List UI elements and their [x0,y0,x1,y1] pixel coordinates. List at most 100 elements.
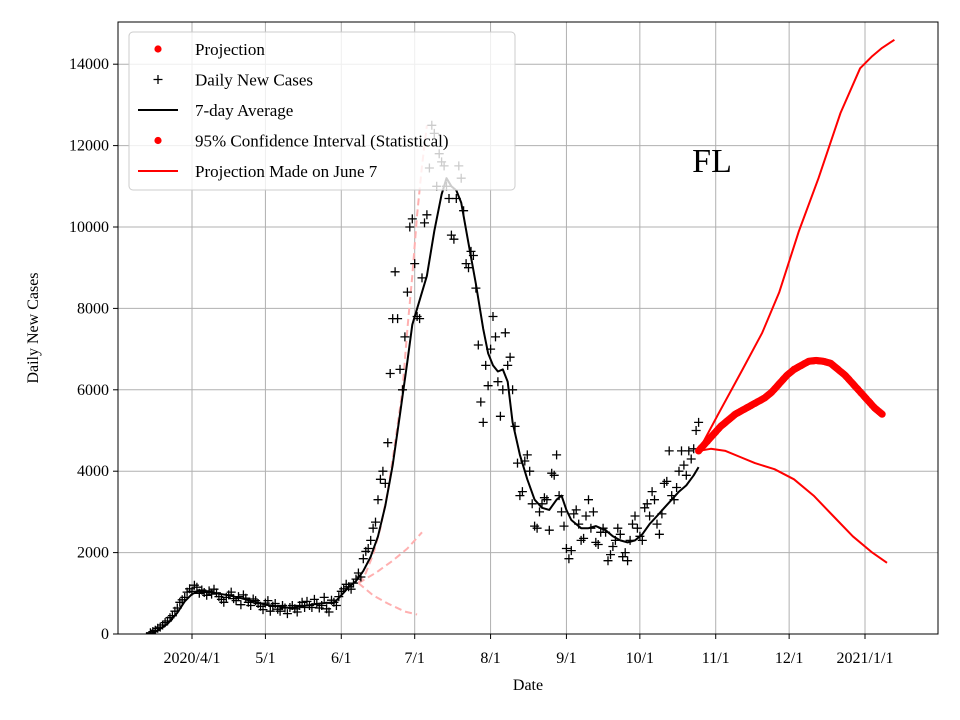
data-point-daily-case [207,589,217,599]
x-tick-label: 11/1 [702,650,730,667]
data-point-daily-case [390,267,400,277]
data-point-daily-case [375,474,385,484]
series-projection [695,356,886,455]
x-tick-label: 6/1 [331,650,351,667]
x-tick-label: 2020/4/1 [164,650,221,667]
data-point-daily-case [483,381,493,391]
data-point-daily-case [571,505,581,515]
x-tick-label: 7/1 [404,650,424,667]
legend-item: 7-day Average [138,101,293,120]
data-point-daily-case [650,495,659,505]
legend-label: 95% Confidence Interval (Statistical) [195,132,449,151]
x-axis-label: Date [513,677,543,694]
data-point-daily-case [478,417,488,427]
legend-box [128,31,516,191]
y-tick-label: 4000 [77,463,109,480]
data-point-daily-case [407,214,417,224]
data-point-daily-case [637,535,647,545]
data-point-daily-case [557,507,566,517]
data-point-daily-case [378,466,388,476]
data-point-daily-case [265,606,275,616]
data-point-daily-case [405,222,415,232]
data-point-daily-case [324,607,334,617]
data-point-daily-case [246,601,256,610]
data-point-daily-case [363,544,373,553]
data-point-daily-case [684,446,694,456]
data-point-daily-case [503,360,513,370]
data-point-daily-case [664,446,674,456]
data-point-daily-case [588,507,598,517]
data-point-daily-case [561,544,571,553]
data-point-daily-case [652,519,662,529]
data-point-daily-case [535,507,544,517]
data-point-daily-case [620,548,630,558]
y-tick-label: 10000 [69,219,109,236]
data-point-daily-case [522,450,532,460]
x-tick-label: 2021/1/1 [837,650,894,667]
data-point-daily-case [564,554,574,564]
data-point-daily-case [581,511,591,521]
data-point-daily-case [481,360,491,370]
y-tick-label: 6000 [77,382,109,399]
legend-plus-marker [153,75,163,84]
y-axis: 0 2000 4000 6000 8000 10000 12000 14000 [69,56,118,643]
data-point-daily-case [674,466,684,476]
data-point-daily-case [395,364,405,374]
data-point-daily-case [192,582,202,592]
data-point-daily-case [642,499,652,509]
data-point-daily-case [415,314,425,324]
data-point-daily-case [368,523,378,533]
data-point-daily-case [654,529,664,539]
projection-point [878,410,886,418]
y-axis-label: Daily New Cases [25,272,42,383]
data-point-daily-case [525,466,535,476]
data-point-daily-case [517,487,527,497]
data-point-daily-case [662,476,672,486]
data-point-daily-case [417,273,427,283]
data-point-daily-case [630,511,640,521]
data-point-daily-case [219,597,229,607]
data-point-daily-case [464,263,473,273]
data-point-daily-case [476,397,486,407]
data-point-daily-case [380,478,390,488]
data-point-daily-case [402,287,412,297]
legend-label: Projection [195,40,265,59]
x-axis: 2020/4/1 5/1 6/1 7/1 8/1 9/1 10/1 11/1 12/1 2021/… [164,634,894,667]
series-line-95-confidence-interval-statistical-lower [698,447,888,564]
data-point-daily-case [505,352,515,362]
data-point-daily-case [331,601,341,610]
data-point-daily-case [613,523,623,533]
legend-label: Daily New Cases [195,71,313,90]
data-point-daily-case [672,483,682,492]
data-point-daily-case [645,511,655,521]
data-point-daily-case [292,607,302,617]
data-point-daily-case [606,550,615,560]
data-point-daily-case [615,529,625,539]
data-point-daily-case [236,600,246,610]
legend-label: 7-day Average [195,101,293,120]
data-point-daily-case [263,596,273,606]
data-point-daily-case [681,470,691,480]
y-tick-label: 12000 [69,138,109,155]
data-point-daily-case [319,592,329,602]
data-point-daily-case [385,369,395,378]
data-point-daily-case [410,259,420,269]
data-point-daily-case [584,495,593,505]
x-tick-label: 5/1 [255,650,275,667]
data-point-daily-case [694,417,704,427]
data-point-daily-case [493,377,503,387]
data-point-daily-case [488,312,498,321]
data-point-daily-case [532,523,542,533]
data-point-daily-case [473,340,483,350]
legend-item: Daily New Cases [153,71,313,90]
data-point-daily-case [258,605,268,615]
data-point-daily-case [527,499,537,509]
x-tick-label: 10/1 [626,650,654,667]
data-point-daily-case [422,210,432,220]
data-point-daily-case [495,411,505,421]
data-point-daily-case [491,332,500,342]
data-point-daily-case [549,470,559,480]
data-point-daily-case [500,328,510,338]
data-point-daily-case [566,546,576,556]
data-point-daily-case [282,609,292,619]
